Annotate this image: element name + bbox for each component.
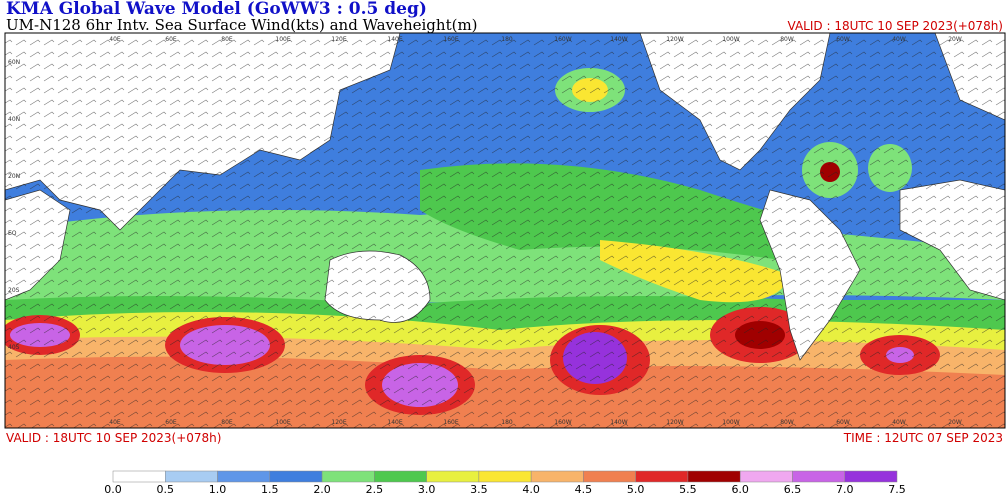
latitude-label: 40S xyxy=(8,344,20,351)
longitude-label: 80E xyxy=(221,36,233,43)
colorbar-label: 3.0 xyxy=(418,483,436,496)
colorbar-label: 5.0 xyxy=(627,483,645,496)
longitude-label: 20W xyxy=(948,36,962,43)
colorbar-box xyxy=(739,470,793,483)
colorbar-box xyxy=(635,470,689,483)
longitude-label: 40E xyxy=(109,419,121,426)
longitude-label: 180 xyxy=(501,36,513,43)
longitude-label: 120W xyxy=(666,36,683,43)
title: KMA Global Wave Model (GoWW3 : 0.5 deg) xyxy=(6,0,427,19)
longitude-label: 160W xyxy=(554,419,571,426)
colorbar-label: 0.5 xyxy=(157,483,175,496)
latitude-label: 40N xyxy=(8,116,20,123)
latitude-label: EQ xyxy=(8,230,17,237)
colorbar-label: 3.5 xyxy=(470,483,488,496)
colorbar-box xyxy=(687,470,741,483)
latitude-label: 60N xyxy=(8,59,20,66)
colorbar-label: 6.0 xyxy=(731,483,749,496)
longitude-label: 120W xyxy=(666,419,683,426)
longitude-label: 160E xyxy=(443,36,458,43)
longitude-label: 100E xyxy=(275,419,290,426)
colorbar-label: 7.0 xyxy=(836,483,854,496)
longitude-label: 80E xyxy=(221,419,233,426)
colorbar-box xyxy=(530,470,584,483)
longitude-label: 160W xyxy=(554,36,571,43)
longitude-label: 60W xyxy=(836,419,850,426)
colorbar-label: 2.0 xyxy=(313,483,331,496)
latitude-label: 20N xyxy=(8,173,20,180)
colorbar-box xyxy=(217,470,271,483)
longitude-label: 60E xyxy=(165,419,177,426)
colorbar-label: 4.5 xyxy=(575,483,593,496)
colorbar-label: 6.5 xyxy=(784,483,802,496)
colorbar-box xyxy=(374,470,427,483)
colorbar-box xyxy=(844,470,898,483)
longitude-label: 20W xyxy=(948,419,962,426)
init-time: TIME : 12UTC 07 SEP 2023 xyxy=(843,431,1003,445)
subtitle: UM-N128 6hr Intv. Sea Surface Wind(kts) … xyxy=(6,16,478,34)
colorbar-label: 7.5 xyxy=(888,483,906,496)
longitude-label: 80W xyxy=(780,36,794,43)
longitude-label: 120E xyxy=(331,36,346,43)
longitude-label: 40W xyxy=(892,419,906,426)
colorbar-box xyxy=(426,470,480,483)
longitude-label: 140E xyxy=(387,36,402,43)
colorbar-box xyxy=(321,470,375,483)
valid-time: VALID : 18UTC 10 SEP 2023(+078h) xyxy=(788,19,1003,33)
colorbar-box xyxy=(792,470,845,483)
longitude-label: 40E xyxy=(109,36,121,43)
colorbar-label: 0.0 xyxy=(104,483,122,496)
longitude-label: 140E xyxy=(387,419,402,426)
longitude-label: 140W xyxy=(610,419,627,426)
longitude-label: 180 xyxy=(501,419,513,426)
latitude-label: 20S xyxy=(8,287,20,294)
longitude-label: 60W xyxy=(836,36,850,43)
colorbar-label: 5.5 xyxy=(679,483,697,496)
longitude-label: 60E xyxy=(165,36,177,43)
map-frame xyxy=(4,32,1006,429)
colorbar-label: 4.0 xyxy=(522,483,540,496)
longitude-label: 160E xyxy=(443,419,458,426)
wave-map xyxy=(5,33,1005,428)
longitude-label: 120E xyxy=(331,419,346,426)
colorbar-box xyxy=(112,470,166,483)
colorbar-box xyxy=(165,470,218,483)
colorbar-box xyxy=(478,470,532,483)
colorbar-box xyxy=(583,470,636,483)
longitude-label: 100W xyxy=(722,36,739,43)
longitude-label: 100E xyxy=(275,36,290,43)
valid-time: VALID : 18UTC 10 SEP 2023(+078h) xyxy=(6,431,221,445)
colorbar-label: 1.0 xyxy=(209,483,227,496)
colorbar-box xyxy=(269,470,323,483)
longitude-label: 140W xyxy=(610,36,627,43)
longitude-label: 80W xyxy=(780,419,794,426)
colorbar-label: 2.5 xyxy=(366,483,384,496)
longitude-label: 100W xyxy=(722,419,739,426)
colorbar-label: 1.5 xyxy=(261,483,279,496)
longitude-label: 40W xyxy=(892,36,906,43)
